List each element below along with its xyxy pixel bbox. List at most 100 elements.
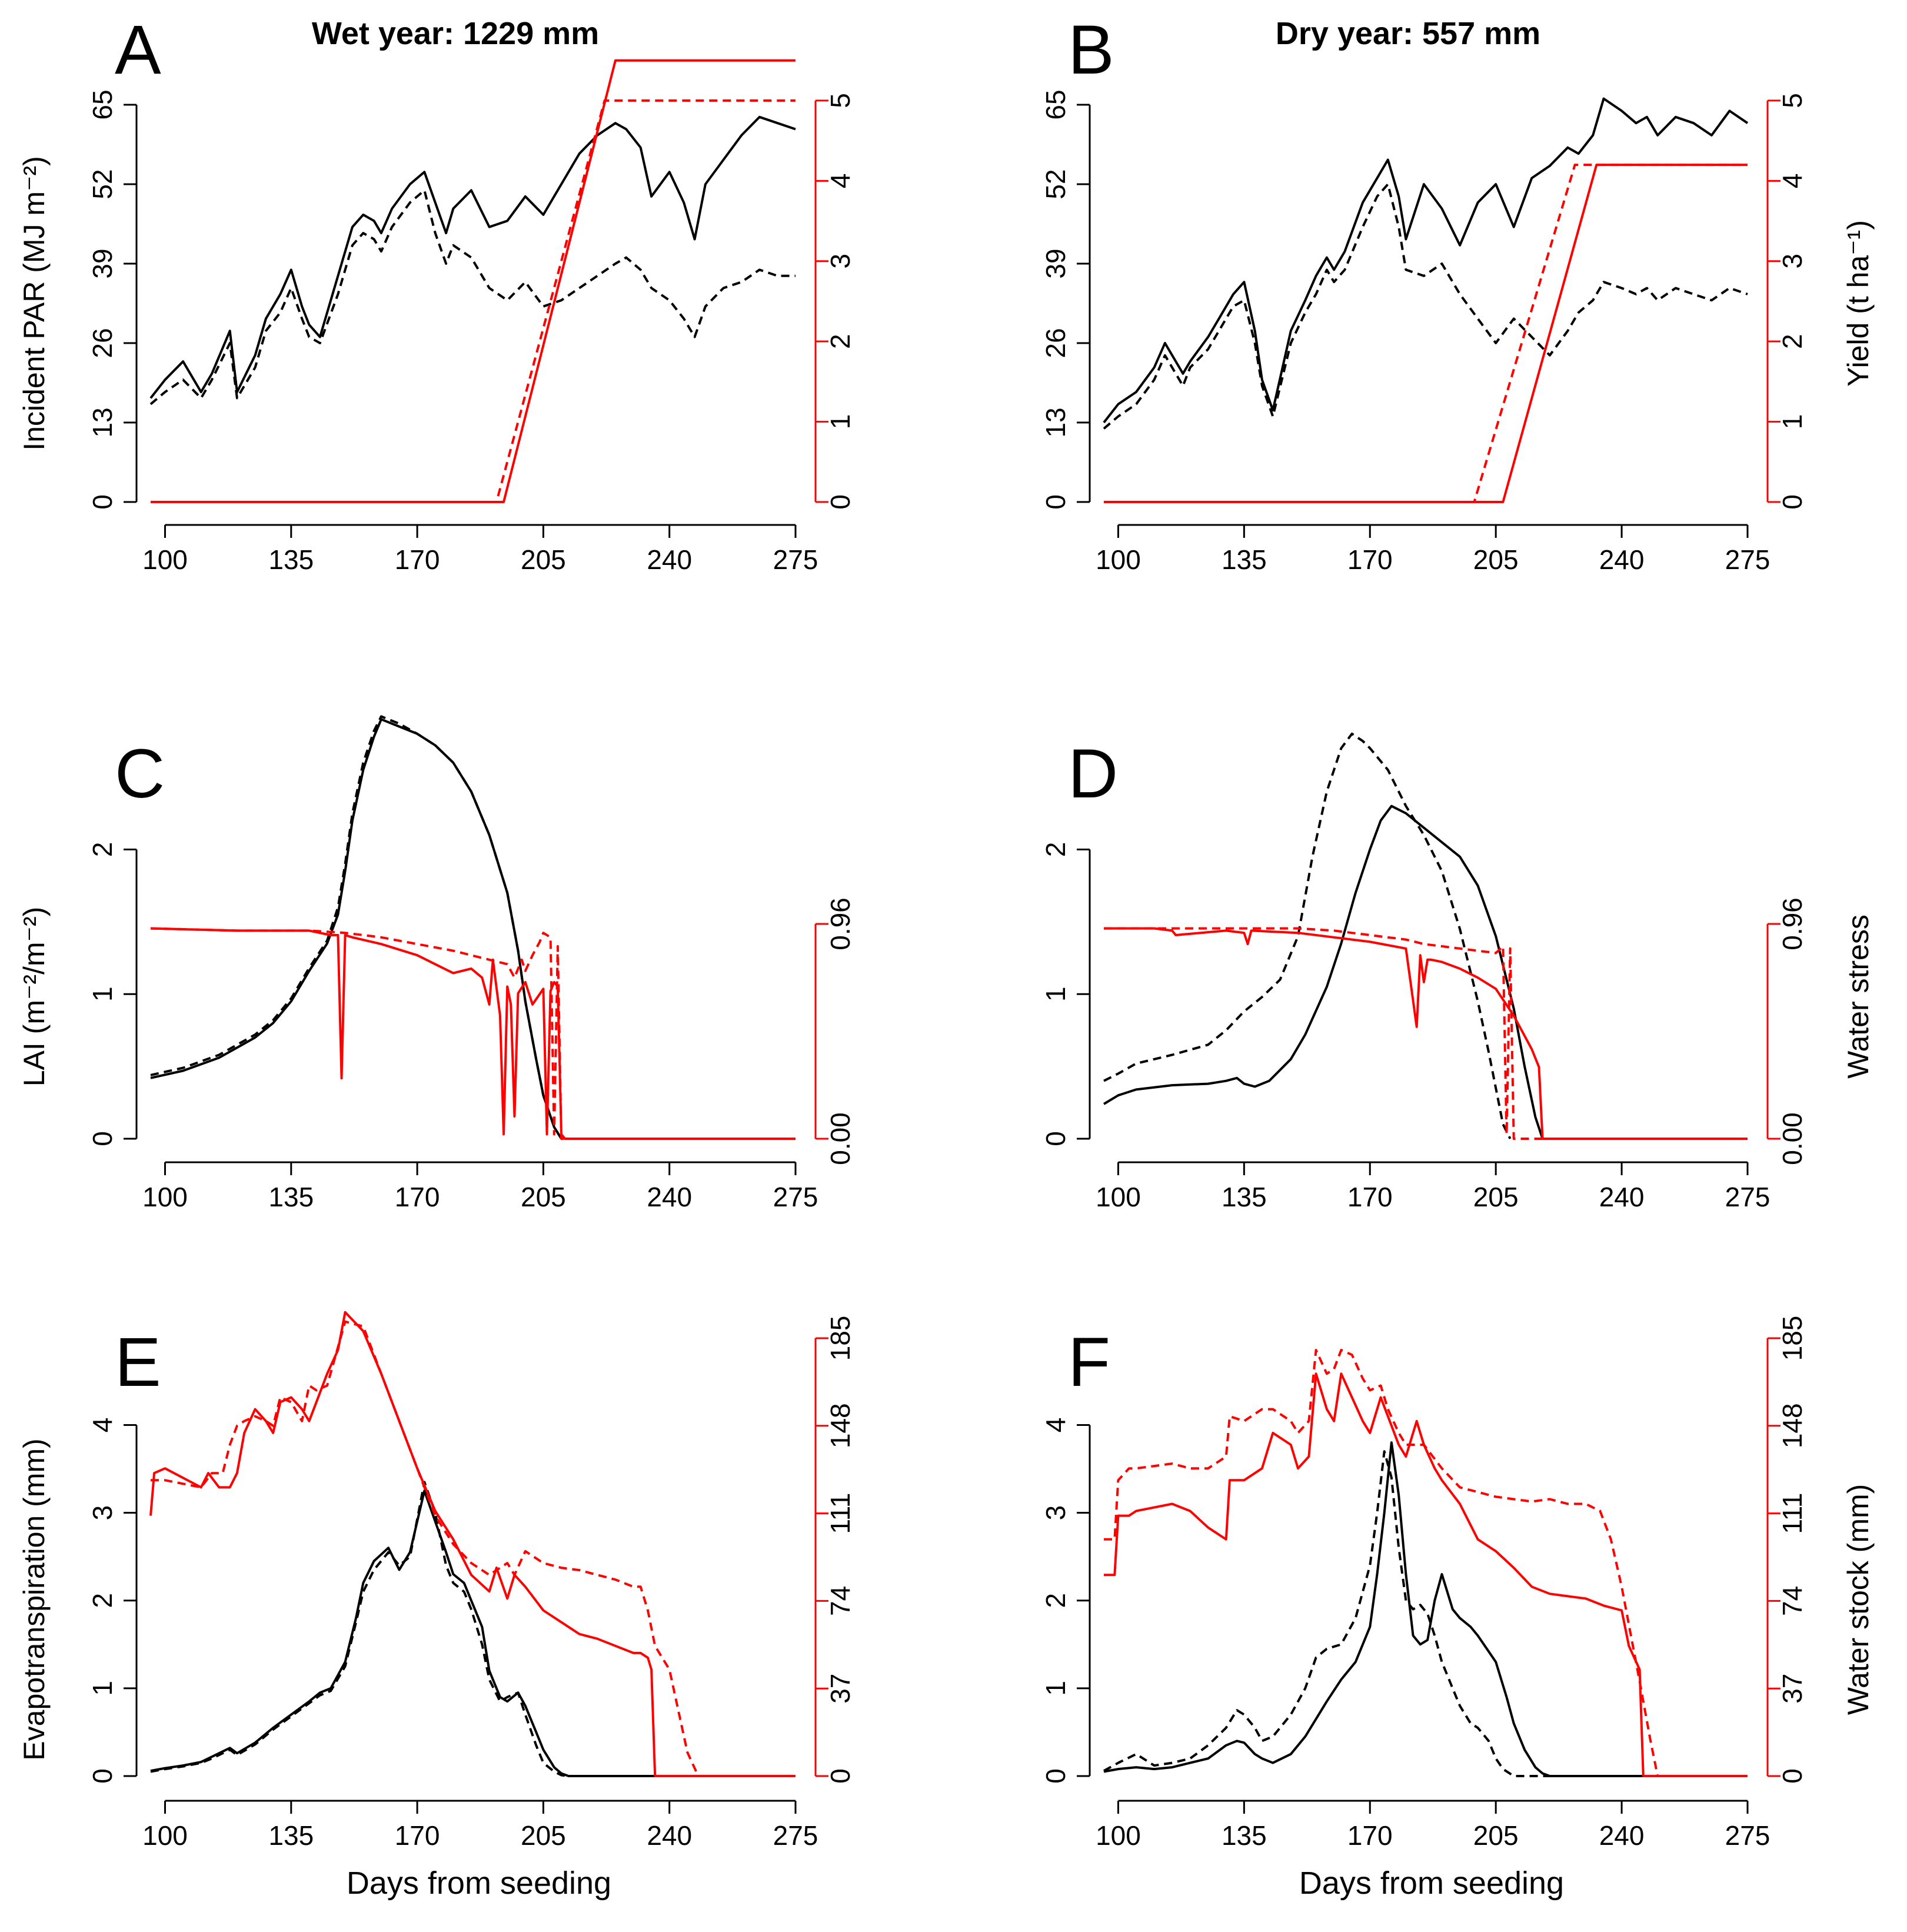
y-tick-label: 3	[1040, 1505, 1071, 1521]
x-tick-label: 170	[395, 1820, 440, 1851]
y2-tick-label: 0	[825, 1768, 856, 1784]
y-tick-label: 1	[1040, 1681, 1071, 1696]
series-line-d-0	[1103, 804, 1544, 1139]
y2-tick-label: 0.96	[825, 897, 856, 950]
y2-tick-label: 37	[825, 1674, 856, 1704]
panel-letter: C	[115, 735, 165, 813]
y2-tick-label: 74	[825, 1586, 856, 1616]
x-tick-label: 240	[647, 544, 692, 575]
y-tick-label: 26	[1040, 328, 1071, 358]
series-line-e-1	[150, 1481, 796, 1777]
x-tick-label: 240	[647, 1182, 692, 1212]
x-tick-label: 135	[268, 544, 314, 575]
series-line-d-3	[1104, 927, 1748, 1140]
y-tick-label: 0	[87, 1768, 118, 1784]
x-tick-label: 170	[395, 544, 440, 575]
series-line-c-3	[150, 927, 796, 1140]
y-tick-label: 2	[1040, 1593, 1071, 1608]
series-line-b-0	[1103, 97, 1749, 424]
series-line-c-1	[150, 715, 563, 1140]
series-line-b-3	[1104, 164, 1748, 503]
y2-tick-label: 0.00	[1777, 1112, 1808, 1165]
y2-tick-label: 5	[1777, 93, 1808, 108]
y2-tick-label: 0.00	[825, 1112, 856, 1165]
panel-c: 100 135 170 205 240 275 0 1 2 0.00 0.96 C LAI (m⁻²/m…	[18, 715, 856, 1212]
x-tick-label: 205	[1473, 1182, 1519, 1212]
x-tick-label: 240	[647, 1820, 692, 1851]
panel-f: 100 135 170 205 240 275 0 1 2 3 4 0 37 74 111 148 185 F Wa…	[1040, 1316, 1875, 1901]
series-line-c-2	[150, 927, 796, 1140]
y-tick-label: 0	[87, 494, 118, 510]
y-tick-label: 0	[1040, 1768, 1071, 1784]
x-tick-label: 170	[1347, 1820, 1393, 1851]
y-tick-label: 13	[1040, 407, 1071, 437]
x-tick-label: 100	[1096, 1820, 1141, 1851]
y-tick-label: 4	[1040, 1418, 1071, 1433]
x-tick-label: 170	[1347, 544, 1393, 575]
x-tick-label: 240	[1599, 1820, 1645, 1851]
x-tick-label: 275	[1725, 1182, 1770, 1212]
series-line-f-1	[1103, 1450, 1748, 1777]
y-axis-label: LAI (m⁻²/m⁻²)	[18, 907, 51, 1087]
series-line-d-1	[1103, 732, 1512, 1139]
panel-letter: B	[1068, 11, 1114, 89]
y-tick-label: 1	[87, 986, 118, 1002]
panel-a: 100 135 170 205 240 275 0 13 26 39 52 65 0 1 2 3 4 5 A Wet …	[18, 11, 856, 575]
y-tick-label: 1	[1040, 986, 1071, 1002]
y-tick-label: 1	[87, 1681, 118, 1696]
y2-axis-label: Water stress	[1842, 915, 1875, 1079]
panel-letter: A	[115, 11, 161, 89]
series-line-f-0	[1103, 1441, 1748, 1777]
y-tick-label: 52	[1040, 169, 1071, 199]
panel-letter: E	[115, 1324, 161, 1401]
x-tick-label: 135	[1222, 1820, 1267, 1851]
y-tick-label: 26	[87, 328, 118, 358]
panel-title: Wet year: 1229 mm	[312, 16, 599, 51]
y2-tick-label: 0	[1777, 494, 1808, 510]
series-line-b-1	[1103, 183, 1748, 430]
y-tick-label: 2	[1040, 842, 1071, 857]
x-tick-label: 205	[1473, 1820, 1519, 1851]
y2-tick-label: 185	[1777, 1316, 1808, 1361]
series-line-e-3	[151, 1320, 796, 1777]
y2-tick-label: 3	[1777, 254, 1808, 269]
series-line-e-0	[150, 1489, 796, 1777]
x-tick-label: 135	[268, 1182, 314, 1212]
x-axis-label: Days from seeding	[1299, 1866, 1564, 1901]
y2-tick-label: 3	[825, 254, 856, 269]
x-tick-label: 170	[1347, 1182, 1393, 1212]
y2-tick-label: 111	[1777, 1493, 1808, 1534]
panel-b: 100 135 170 205 240 275 0 13 26 39 52 65 0 1 2 3 4 5 B Dry …	[1040, 11, 1875, 575]
series-line-d-2	[1104, 927, 1748, 1140]
x-tick-label: 275	[773, 1182, 818, 1212]
panel-letter: D	[1068, 735, 1118, 813]
y2-tick-label: 37	[1777, 1674, 1808, 1704]
y2-tick-label: 0	[825, 494, 856, 510]
y2-tick-label: 4	[825, 174, 856, 189]
x-tick-label: 100	[142, 1182, 188, 1212]
y2-tick-label: 0	[1777, 1768, 1808, 1784]
y-tick-label: 0	[1040, 1131, 1071, 1146]
series-line-a-1	[149, 189, 796, 405]
x-tick-label: 275	[773, 544, 818, 575]
series-line-e-2	[149, 1311, 796, 1777]
y2-tick-label: 1	[825, 414, 856, 430]
y2-tick-label: 2	[1777, 334, 1808, 349]
panel-d: 100 135 170 205 240 275 0 1 2 0.00 0.96 D Water stre…	[1040, 732, 1875, 1212]
y-tick-label: 3	[87, 1505, 118, 1521]
y-tick-label: 0	[87, 1131, 118, 1146]
series-line-a-3	[151, 99, 796, 503]
x-tick-label: 135	[1222, 1182, 1267, 1212]
y2-tick-label: 5	[825, 93, 856, 108]
y-tick-label: 39	[87, 248, 118, 278]
y-tick-label: 39	[1040, 248, 1071, 278]
y2-tick-label: 74	[1777, 1586, 1808, 1616]
series-line-f-3	[1104, 1349, 1748, 1777]
y2-tick-label: 111	[825, 1493, 856, 1534]
y2-tick-label: 148	[825, 1403, 856, 1448]
y-tick-label: 52	[87, 169, 118, 199]
x-tick-label: 100	[142, 1820, 188, 1851]
x-axis-label: Days from seeding	[347, 1866, 611, 1901]
panel-e: 100 135 170 205 240 275 0 1 2 3 4 0 37 74 111 148 185 E Ev…	[18, 1311, 856, 1901]
